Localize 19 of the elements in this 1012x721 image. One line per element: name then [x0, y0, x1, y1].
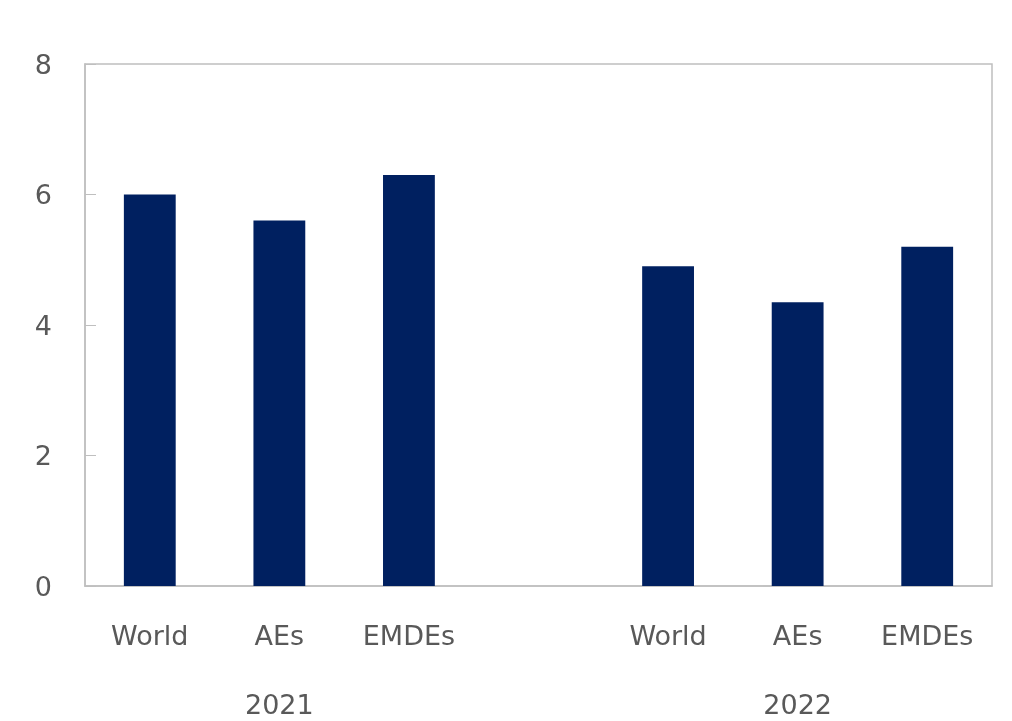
text: 2021: [245, 688, 314, 720]
bar: [123, 194, 176, 586]
x-tick-label: EMDEs: [362, 620, 456, 651]
y-tick-label: 6: [34, 179, 52, 210]
x-tick-label: AEs: [772, 620, 823, 651]
bar: [642, 266, 694, 586]
y-tick-label: 2: [34, 440, 52, 471]
x-tick-label: World: [111, 620, 189, 651]
bar: [253, 220, 306, 586]
text: 2022: [763, 688, 832, 720]
y-tick-label: 8: [34, 48, 52, 80]
y-tick-label: 0: [34, 570, 52, 602]
x-tick-label: AEs: [254, 620, 305, 651]
bar: [383, 174, 435, 586]
bar: [901, 246, 954, 586]
x-tick-label: World: [629, 620, 707, 651]
y-tick-label: 4: [34, 309, 52, 341]
bar: [771, 302, 824, 586]
x-tick-label: EMDEs: [881, 620, 974, 651]
